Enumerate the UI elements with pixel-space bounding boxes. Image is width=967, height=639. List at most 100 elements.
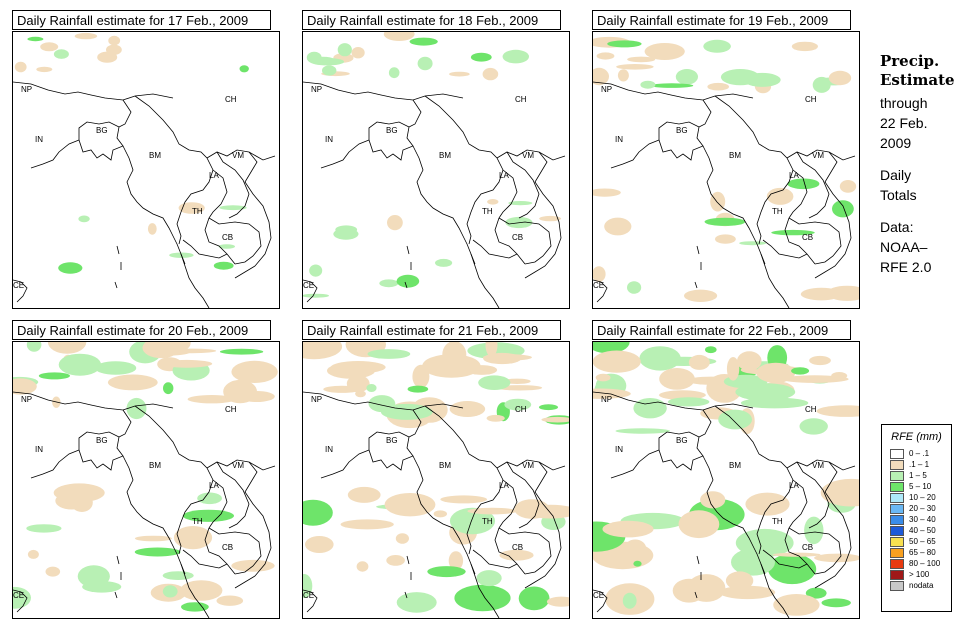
rain-patch <box>486 414 505 422</box>
label-la: LA <box>789 481 799 490</box>
rain-patch <box>781 375 849 383</box>
rain-patch <box>309 264 323 277</box>
rain-patch <box>163 382 174 395</box>
label-bg: BG <box>96 436 108 445</box>
label-bg: BG <box>676 436 688 445</box>
rain-patch <box>633 560 642 567</box>
rain-patch <box>323 385 361 393</box>
rain-patch <box>726 357 740 381</box>
rain-patch <box>704 217 746 226</box>
label-th: TH <box>772 207 783 216</box>
rain-patch <box>826 285 859 301</box>
label-in: IN <box>615 445 623 454</box>
rain-patch <box>433 510 447 518</box>
label-bm: BM <box>439 151 451 160</box>
sidebar-heading-2: Estimate <box>880 71 955 89</box>
rain-patch <box>162 571 194 580</box>
rainfall-map: NP CH IN BG BM VM LA TH CB CE <box>12 341 280 619</box>
rain-patch <box>739 241 766 246</box>
rain-patch <box>351 47 365 59</box>
label-np: NP <box>311 85 322 94</box>
rain-patch <box>409 37 438 46</box>
legend-item: 40 – 50 <box>890 525 951 536</box>
rain-patch <box>832 200 854 218</box>
rain-patch <box>627 281 642 294</box>
rain-patch <box>725 571 754 590</box>
label-vm: VM <box>522 151 534 160</box>
rain-patch <box>539 404 558 411</box>
label-ce: CE <box>13 281 24 290</box>
map-labels: NP CH IN BG BM VM LA TH CB CE <box>303 395 534 600</box>
rain-patch <box>814 553 859 563</box>
rain-patch <box>417 56 433 71</box>
label-in: IN <box>35 135 43 144</box>
rain-patch <box>541 416 569 423</box>
label-la: LA <box>209 171 219 180</box>
country-borders <box>303 391 566 618</box>
rain-patch <box>366 384 377 392</box>
rain-patch <box>791 367 810 375</box>
label-np: NP <box>601 395 612 404</box>
rain-patch <box>368 395 396 413</box>
rain-patch <box>340 519 394 530</box>
country-borders <box>303 81 566 308</box>
rain-patch <box>36 66 53 73</box>
rain-patch <box>705 346 717 354</box>
label-cb: CB <box>512 233 523 242</box>
legend-swatch <box>890 558 904 569</box>
label-ch: CH <box>805 405 817 414</box>
rain-patch <box>231 360 278 383</box>
rain-patch <box>686 376 736 385</box>
rain-patch <box>218 244 235 249</box>
legend-item: 30 – 40 <box>890 514 951 525</box>
rain-patch <box>396 274 420 288</box>
rain-patch <box>448 551 464 571</box>
legend-label: 80 – 100 <box>909 558 941 568</box>
rain-patch <box>78 215 90 223</box>
rain-patch <box>499 549 534 561</box>
rain-patch <box>487 199 499 205</box>
rain-patch <box>379 279 399 288</box>
legend-item: nodata <box>890 580 951 591</box>
rainfall-map: NP CH IN BG BM VM LA TH CB CE <box>592 31 860 309</box>
rain-patch <box>435 258 453 267</box>
rain-patch <box>13 378 37 395</box>
legend-item: 80 – 100 <box>890 558 951 569</box>
label-th: TH <box>482 207 493 216</box>
rain-patch <box>396 592 437 613</box>
legend-swatch <box>890 492 904 503</box>
rain-patch <box>718 409 752 430</box>
rain-patch <box>644 43 685 60</box>
rain-patch <box>26 524 62 533</box>
rain-patch <box>367 349 411 359</box>
label-cb: CB <box>222 543 233 552</box>
rain-patch <box>593 67 609 86</box>
rain-patch <box>440 495 488 504</box>
legend-item: 20 – 30 <box>890 503 951 514</box>
sidebar-through: through <box>880 95 928 111</box>
rain-patch <box>74 32 98 40</box>
rain-patch <box>710 191 726 212</box>
rain-patch <box>615 428 671 434</box>
rain-patch <box>607 40 642 48</box>
rain-patch <box>310 58 345 66</box>
rain-patch <box>38 372 70 380</box>
rain-patch <box>593 342 630 354</box>
legend-label: 5 – 10 <box>909 481 932 491</box>
rain-patch <box>108 35 121 46</box>
rain-patch <box>126 397 147 420</box>
rain-patch <box>617 69 629 82</box>
rain-patch <box>595 373 611 382</box>
sidebar-source: NOAA– <box>880 239 928 255</box>
rain-patch <box>743 72 781 87</box>
legend-swatch <box>890 569 904 580</box>
rain-patch <box>485 342 498 357</box>
rain-patch <box>219 205 247 211</box>
rain-patch <box>659 368 695 390</box>
label-np: NP <box>601 85 612 94</box>
legend-label: > 100 <box>909 569 930 579</box>
rain-patch <box>678 510 720 539</box>
legend-label: 50 – 65 <box>909 536 936 546</box>
legend-label: nodata <box>909 580 934 590</box>
rain-patch <box>799 418 828 435</box>
